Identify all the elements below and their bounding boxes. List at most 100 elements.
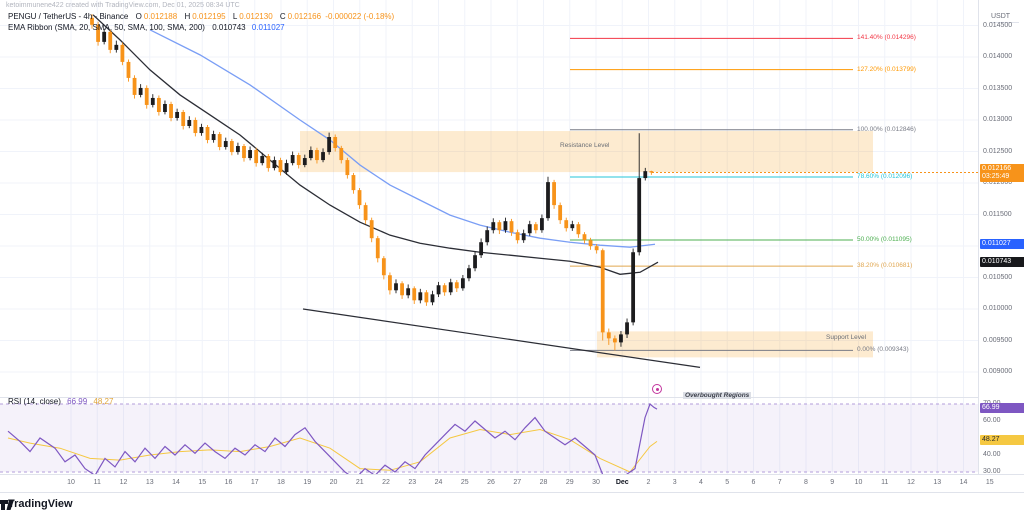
candle-body	[570, 224, 575, 229]
candle-body	[600, 250, 605, 333]
candle-body	[448, 282, 453, 293]
candle-body	[242, 146, 246, 159]
rsi-ma-value-label: 48.27	[980, 435, 1024, 445]
resistance-zone-label: Resistance Level	[560, 142, 610, 149]
price-axis-label: 0.014000	[983, 53, 1013, 60]
time-axis-label: Dec	[615, 479, 629, 486]
tradingview-logo[interactable]: TradingView	[0, 497, 73, 510]
last-price-label: 0.012166 03:25:49	[980, 164, 1024, 182]
support-zone-label: Support Level	[826, 334, 867, 341]
time-axis-label: 13	[145, 479, 154, 486]
close-value: 0.012166	[287, 12, 322, 21]
time-axis-label: 8	[804, 479, 808, 486]
candle-body	[631, 252, 636, 323]
candle-body	[406, 288, 411, 296]
price-axis-label: 0.009500	[983, 336, 1013, 344]
symbol-title[interactable]: PENGU / TetherUS - 4h - Binance	[8, 12, 129, 21]
price-chart-pane[interactable]	[0, 0, 978, 398]
price-axis-label: 0.010500	[983, 273, 1013, 281]
candle-body	[205, 126, 210, 141]
time-axis-label: 28	[539, 479, 548, 486]
overbought-regions-label: Overbought Regions	[683, 392, 752, 399]
candle-body	[327, 137, 332, 153]
candle-body	[357, 190, 362, 206]
candle-body	[424, 292, 429, 303]
rsi-ma-line	[7, 428, 658, 473]
symbol-legend[interactable]: PENGU / TetherUS - 4h - Binance O 0.01218…	[8, 12, 394, 21]
candle-body	[558, 205, 563, 221]
rsi-value: 66.99	[67, 397, 88, 406]
candle-body	[388, 275, 392, 291]
candle-body	[546, 182, 550, 219]
candle-body	[527, 224, 532, 234]
candle-body	[90, 17, 94, 25]
rsi-title[interactable]: RSI (14, close)	[8, 397, 61, 406]
rsi-line	[7, 402, 658, 474]
time-axis-label: 11	[93, 479, 101, 486]
anchored-note-icon[interactable]	[652, 384, 662, 394]
candle-body	[625, 322, 629, 335]
candle-body	[102, 31, 107, 42]
ma-line	[149, 29, 656, 248]
bottom-toolbar: TradingView	[0, 492, 1024, 513]
candle-body	[418, 292, 423, 301]
time-axis-label: 19	[303, 479, 312, 486]
candle-body	[284, 163, 289, 173]
indicator-name[interactable]: EMA Ribbon (SMA, 20, SMA, 50, SMA, 100, …	[8, 23, 205, 32]
indicator-legend[interactable]: EMA Ribbon (SMA, 20, SMA, 50, SMA, 100, …	[8, 23, 285, 32]
close-label: C	[279, 12, 286, 21]
candle-body	[540, 218, 544, 231]
candle-body	[108, 31, 113, 50]
price-axis-label: 0.010000	[983, 305, 1013, 312]
price-axis-label: 0.009000	[983, 368, 1013, 375]
candle-body	[254, 150, 259, 164]
price-axis-label: 0.012500	[983, 147, 1013, 155]
candle-body	[381, 258, 386, 276]
time-axis-label: 25	[460, 479, 469, 486]
candle-body	[576, 224, 581, 235]
candle-body	[637, 178, 642, 253]
change-value: -0.000022 (-0.18%)	[325, 12, 395, 21]
candle-body	[430, 294, 435, 303]
sma-dark-price-label: 0.010743	[980, 257, 1024, 267]
indicator-value-dark: 0.010743	[212, 23, 246, 32]
candle-body	[643, 171, 648, 179]
time-axis-label: 3	[672, 479, 677, 486]
time-scale[interactable]: 10 11 12 13 14 15 16 17 18 19 20 21 22 23 24 25 26 27 28 29…	[0, 474, 1024, 493]
rsi-ma-value: 48.27	[93, 397, 114, 406]
candle-body	[217, 134, 222, 148]
rsi-indicator-pane[interactable]	[0, 398, 978, 474]
price-scale[interactable]: USDT 0.012166 03:25:49 0.011027 0.010743…	[978, 0, 1024, 475]
resistance-zone	[300, 131, 873, 173]
candle-body	[193, 120, 198, 134]
candle-body	[138, 87, 143, 95]
fib-level-label: 38.20% (0.010681)	[857, 262, 913, 270]
candle-body	[345, 160, 350, 176]
candle-body	[315, 150, 319, 161]
candle-body	[132, 77, 137, 95]
price-scale-unit[interactable]: USDT	[991, 13, 1019, 23]
candle-body	[521, 233, 526, 241]
candle-body	[436, 285, 441, 295]
tradingview-logo-text: TradingView	[8, 497, 73, 510]
candle-body	[479, 242, 484, 256]
watermark: ketoimmunene422 created with TradingView…	[6, 2, 240, 9]
time-axis-label: 14	[959, 479, 968, 486]
high-label: H	[184, 12, 191, 21]
candle-body	[533, 224, 538, 231]
pane-separator[interactable]	[0, 397, 978, 398]
candle-body	[302, 158, 307, 166]
candle-body	[594, 246, 599, 251]
price-axis-label: 0.011500	[983, 210, 1012, 218]
tradingview-logo-icon	[0, 499, 14, 510]
candle-body	[144, 87, 149, 105]
candle-body	[126, 61, 131, 78]
rsi-legend[interactable]: RSI (14, close) 66.99 48.27	[8, 397, 113, 406]
candle-body	[260, 156, 265, 164]
time-axis-label: 29	[565, 479, 574, 486]
candle-body	[308, 150, 313, 159]
candle-body	[96, 24, 100, 42]
candle-body	[552, 182, 556, 206]
high-value: 0.012195	[192, 12, 226, 21]
candle-body	[442, 285, 447, 293]
